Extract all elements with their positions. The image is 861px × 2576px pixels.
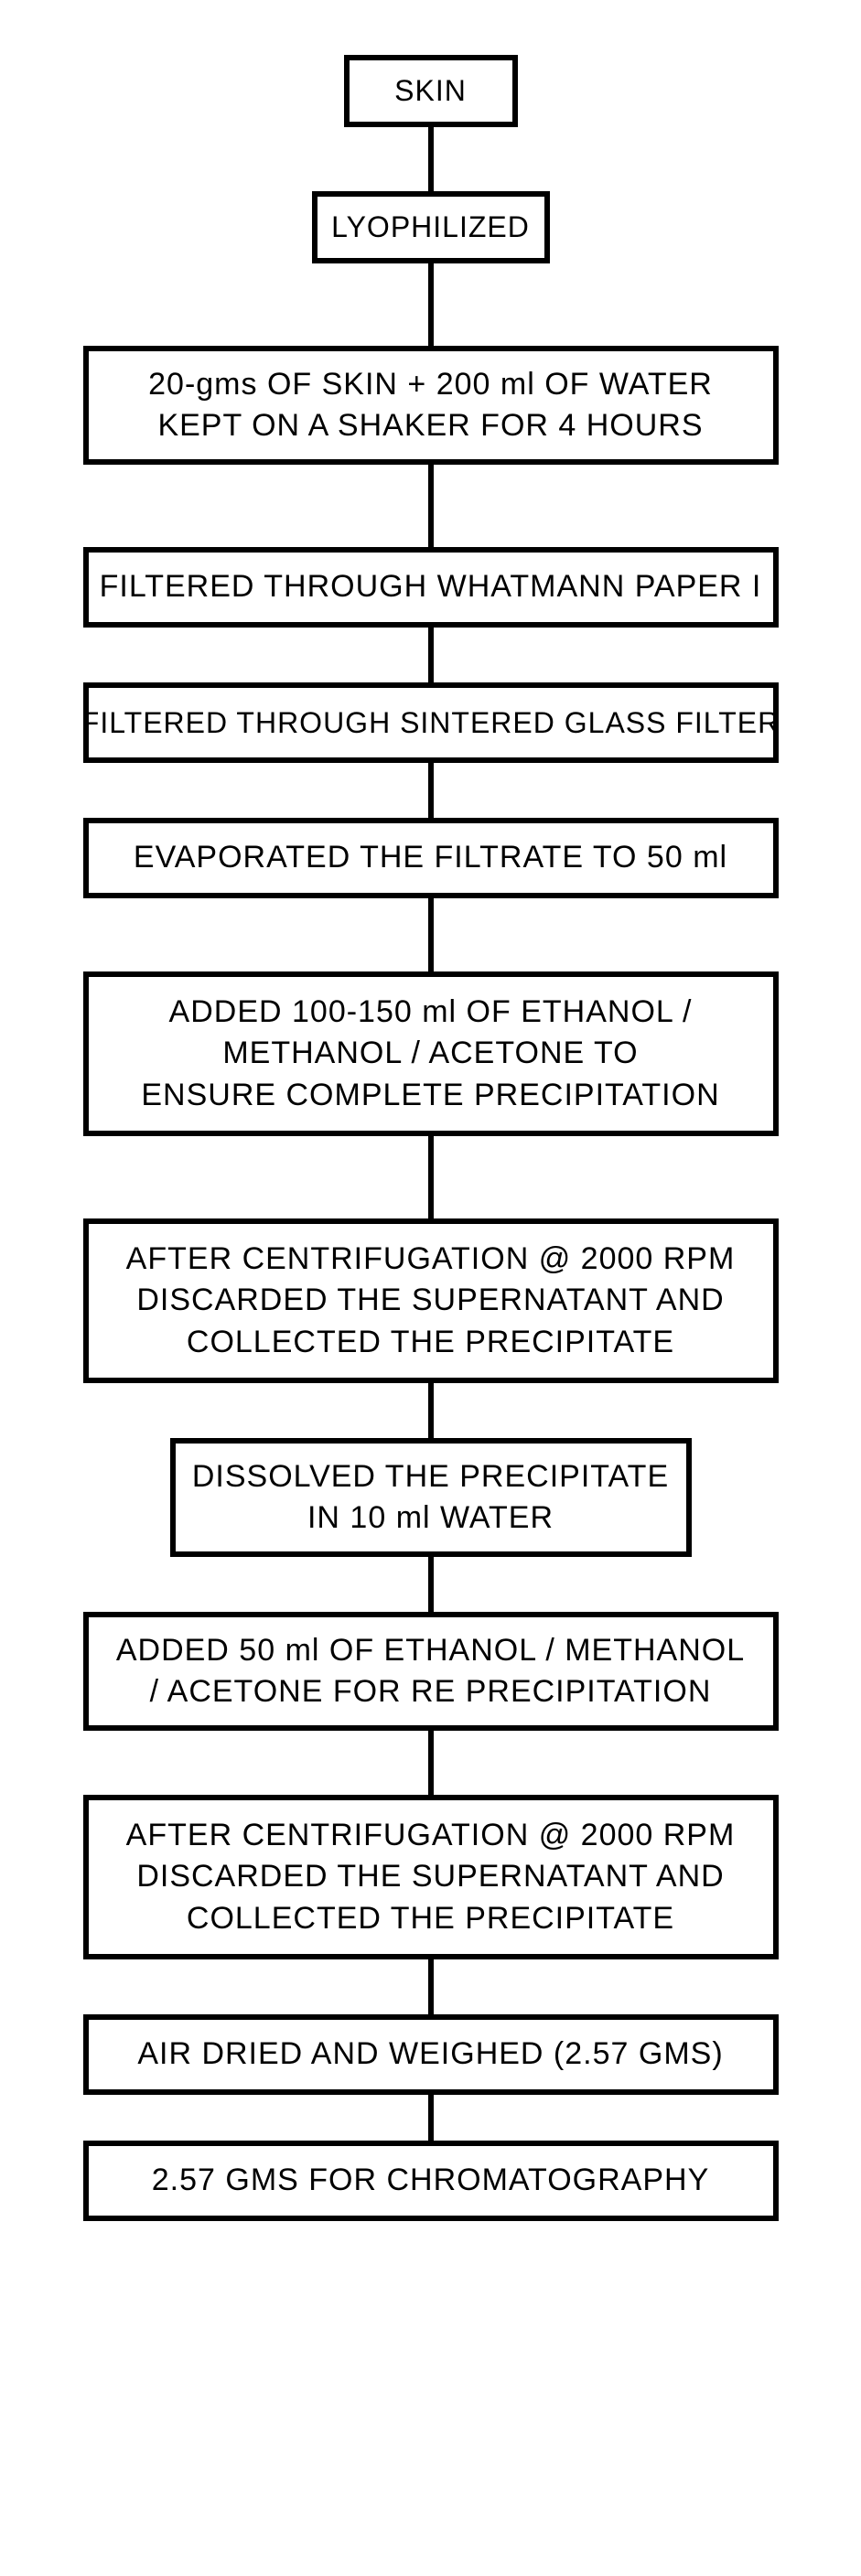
node-text: / ACETONE FOR RE PRECIPITATION (150, 1671, 712, 1713)
flowchart-node-centrifuge-1: AFTER CENTRIFUGATION @ 2000 RPMDISCARDED… (83, 1218, 779, 1383)
node-text: METHANOL / ACETONE TO (222, 1033, 638, 1075)
node-text: ENSURE COMPLETE PRECIPITATION (141, 1075, 719, 1117)
node-text: KEPT ON A SHAKER FOR 4 HOURS (157, 405, 703, 447)
node-text: FILTERED THROUGH WHATMANN PAPER I (100, 566, 762, 608)
node-text: AFTER CENTRIFUGATION @ 2000 RPM (126, 1815, 736, 1857)
flowchart-connector (428, 898, 434, 971)
node-text: ADDED 100-150 ml OF ETHANOL / (169, 992, 693, 1034)
flowchart-connector (428, 465, 434, 547)
flowchart-connector (428, 127, 434, 191)
node-text: SKIN (394, 71, 467, 111)
flowchart-node-skin: SKIN (344, 55, 518, 127)
node-text: AFTER CENTRIFUGATION @ 2000 RPM (126, 1239, 736, 1281)
node-text: FILTERED THROUGH SINTERED GLASS FILTER (81, 703, 780, 743)
node-text: COLLECTED THE PRECIPITATE (187, 1322, 674, 1364)
node-text: 2.57 GMS FOR CHROMATOGRAPHY (152, 2160, 710, 2202)
node-text: DISCARDED THE SUPERNATANT AND (136, 1280, 724, 1322)
flowchart-node-lyophilized: LYOPHILIZED (312, 191, 550, 263)
node-text: LYOPHILIZED (331, 208, 530, 247)
flowchart-connector (428, 1731, 434, 1795)
flowchart-node-add-ethanol: ADDED 100-150 ml OF ETHANOL /METHANOL / … (83, 971, 779, 1136)
flowchart-node-sintered: FILTERED THROUGH SINTERED GLASS FILTER (83, 682, 779, 763)
flowchart-connector (428, 763, 434, 818)
flowchart-node-chromatography: 2.57 GMS FOR CHROMATOGRAPHY (83, 2141, 779, 2221)
flowchart-connector (428, 1383, 434, 1438)
flowchart-connector (428, 628, 434, 682)
flowchart-node-shaker: 20-gms OF SKIN + 200 ml OF WATERKEPT ON … (83, 346, 779, 465)
node-text: DISCARDED THE SUPERNATANT AND (136, 1856, 724, 1898)
flowchart-node-air-dried: AIR DRIED AND WEIGHED (2.57 GMS) (83, 2014, 779, 2095)
flowchart-node-whatmann: FILTERED THROUGH WHATMANN PAPER I (83, 547, 779, 628)
node-text: EVAPORATED THE FILTRATE TO 50 ml (134, 837, 727, 879)
flowchart-node-evaporate: EVAPORATED THE FILTRATE TO 50 ml (83, 818, 779, 898)
flowchart-connector (428, 1136, 434, 1218)
flowchart-connector (428, 263, 434, 346)
node-text: AIR DRIED AND WEIGHED (2.57 GMS) (137, 2034, 723, 2076)
node-text: ADDED 50 ml OF ETHANOL / METHANOL (116, 1630, 745, 1672)
node-text: DISSOLVED THE PRECIPITATE (192, 1456, 669, 1498)
flowchart-node-reprecip: ADDED 50 ml OF ETHANOL / METHANOL/ ACETO… (83, 1612, 779, 1731)
node-text: COLLECTED THE PRECIPITATE (187, 1898, 674, 1940)
flowchart-node-centrifuge-2: AFTER CENTRIFUGATION @ 2000 RPMDISCARDED… (83, 1795, 779, 1959)
node-text: 20-gms OF SKIN + 200 ml OF WATER (148, 364, 713, 406)
node-text: IN 10 ml WATER (307, 1497, 554, 1540)
flowchart-connector (428, 1959, 434, 2014)
flowchart-node-dissolve: DISSOLVED THE PRECIPITATEIN 10 ml WATER (170, 1438, 692, 1557)
flowchart-connector (428, 2095, 434, 2141)
flowchart-connector (428, 1557, 434, 1612)
flowchart-container: SKIN LYOPHILIZED 20-gms OF SKIN + 200 ml O… (0, 0, 861, 2258)
